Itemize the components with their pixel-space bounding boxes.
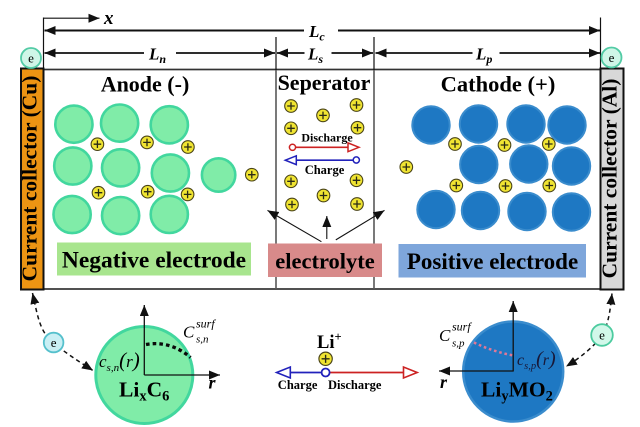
svg-text:Current collector (Cu): Current collector (Cu) [18, 76, 42, 282]
svg-text:surf: surf [452, 320, 472, 334]
svg-text:C: C [439, 326, 451, 345]
svg-text:Charge: Charge [305, 163, 345, 177]
svg-text:C: C [183, 323, 195, 342]
svg-text:Discharge: Discharge [328, 378, 382, 392]
svg-text:Charge: Charge [278, 378, 318, 392]
svg-text:e: e [599, 328, 605, 343]
svg-text:s,n: s,n [196, 334, 209, 346]
svg-text:cs,n(r): cs,n(r) [99, 348, 140, 374]
svg-text:Discharge: Discharge [301, 131, 353, 145]
svg-text:Anode (-): Anode (-) [101, 72, 190, 97]
svg-text:surf: surf [196, 317, 216, 331]
svg-text:x: x [103, 8, 114, 29]
svg-text:e: e [28, 51, 34, 66]
svg-text:electrolyte: electrolyte [275, 249, 375, 274]
svg-text:LiyMO2: LiyMO2 [481, 378, 553, 405]
svg-text:Positive electrode: Positive electrode [407, 249, 578, 274]
svg-text:r: r [440, 372, 448, 392]
svg-text:s,p: s,p [452, 338, 465, 350]
svg-text:Cathode (+): Cathode (+) [441, 72, 556, 97]
svg-text:Negative electrode: Negative electrode [62, 248, 246, 274]
svg-text:Current collector (Al): Current collector (Al) [598, 79, 622, 279]
svg-text:e: e [51, 335, 57, 350]
svg-text:Seperator: Seperator [278, 70, 371, 95]
svg-text:e: e [609, 50, 615, 65]
svg-text:cs,p(r): cs,p(r) [517, 348, 556, 372]
svg-text:r: r [209, 373, 217, 393]
